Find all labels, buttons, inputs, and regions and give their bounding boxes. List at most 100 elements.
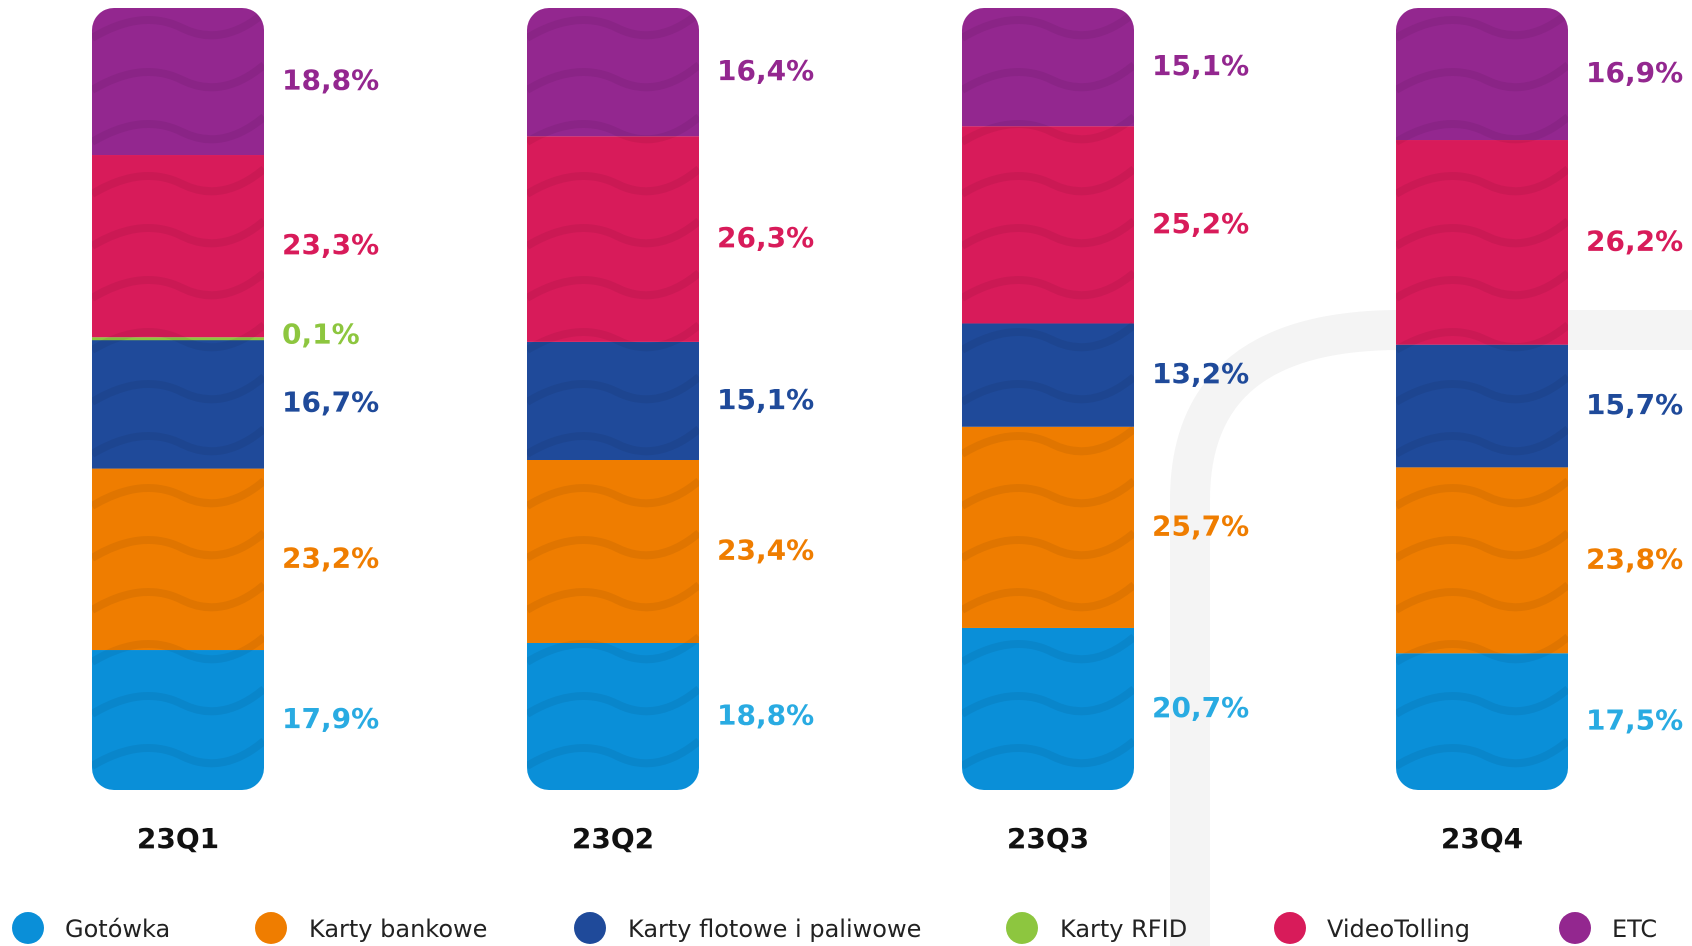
texture [962,425,1134,458]
texture [527,529,699,562]
legend-label: VideoTolling [1327,915,1470,943]
x-tick-label: 23Q3 [1007,822,1089,855]
texture [527,9,699,42]
bar-group [962,8,1134,790]
legend-label: Karty flotowe i paliwowe [628,915,921,943]
texture [92,633,264,666]
texture [962,9,1134,42]
bar-segment [527,459,699,643]
texture [962,789,1134,790]
texture [92,165,264,198]
bar-segment [92,468,264,651]
texture [1396,789,1568,790]
texture [92,113,264,146]
texture [527,165,699,198]
legend-marker [12,912,44,944]
texture [962,321,1134,354]
texture [1396,477,1568,510]
texture [1396,9,1568,42]
value-label: 23,3% [282,228,379,261]
texture [92,217,264,250]
texture [1396,737,1568,770]
value-label: 25,2% [1152,207,1249,240]
bar-segment [527,8,699,137]
value-label: 23,8% [1586,542,1683,575]
texture [92,425,264,458]
texture [92,61,264,94]
bar-segment [92,8,264,156]
value-label: 16,4% [717,54,814,87]
legend-label: Karty RFID [1060,915,1187,943]
texture [527,217,699,250]
value-label: 17,9% [282,702,379,735]
texture [1396,425,1568,458]
legend-label: ETC [1612,915,1657,943]
texture [527,269,699,302]
legend-label: Karty bankowe [309,915,487,943]
texture [1396,113,1568,146]
texture [1396,269,1568,302]
texture [962,737,1134,770]
bar-segment [527,642,699,790]
value-label: 0,1% [282,318,360,351]
bar-segment [962,323,1134,427]
texture [527,477,699,510]
value-label: 17,5% [1586,704,1683,737]
value-label: 26,3% [717,221,814,254]
texture [1396,61,1568,94]
bar-segment [92,155,264,338]
texture [962,269,1134,302]
texture [527,321,699,354]
texture [527,633,699,666]
texture [962,61,1134,94]
x-tick-label: 23Q2 [572,822,654,855]
texture [527,789,699,790]
value-label: 23,2% [282,541,379,574]
value-label: 16,7% [282,385,379,418]
legend-marker [1559,912,1591,944]
texture [962,529,1134,562]
texture [962,217,1134,250]
legend-marker [574,912,606,944]
texture [92,321,264,354]
legend-marker [1006,912,1038,944]
texture [962,685,1134,718]
texture [527,425,699,458]
texture [1396,373,1568,406]
bar-segment [1396,8,1568,141]
value-label: 15,1% [717,383,814,416]
value-label: 23,4% [717,533,814,566]
bar-segment [527,136,699,342]
background-decoration [1170,310,1692,946]
bar-group [1396,8,1568,790]
texture [527,685,699,718]
bar-segment [962,8,1134,127]
value-label: 18,8% [717,698,814,731]
texture [92,477,264,510]
texture [1396,581,1568,614]
bar-segment [1396,344,1568,468]
texture [92,581,264,614]
texture [92,789,264,790]
value-label: 16,9% [1586,56,1683,89]
bar-segment [962,126,1134,324]
texture [92,737,264,770]
texture [92,529,264,562]
texture [962,581,1134,614]
texture [1396,685,1568,718]
bar-segment [527,341,699,460]
x-tick-label: 23Q4 [1441,822,1523,855]
value-label: 13,2% [1152,357,1249,390]
texture [962,165,1134,198]
texture [1396,165,1568,198]
value-label: 26,2% [1586,224,1683,257]
texture [962,373,1134,406]
bar-segment [92,338,264,469]
texture [1396,529,1568,562]
texture [527,373,699,406]
texture [962,633,1134,666]
texture [1396,217,1568,250]
texture [527,737,699,770]
texture [92,269,264,302]
